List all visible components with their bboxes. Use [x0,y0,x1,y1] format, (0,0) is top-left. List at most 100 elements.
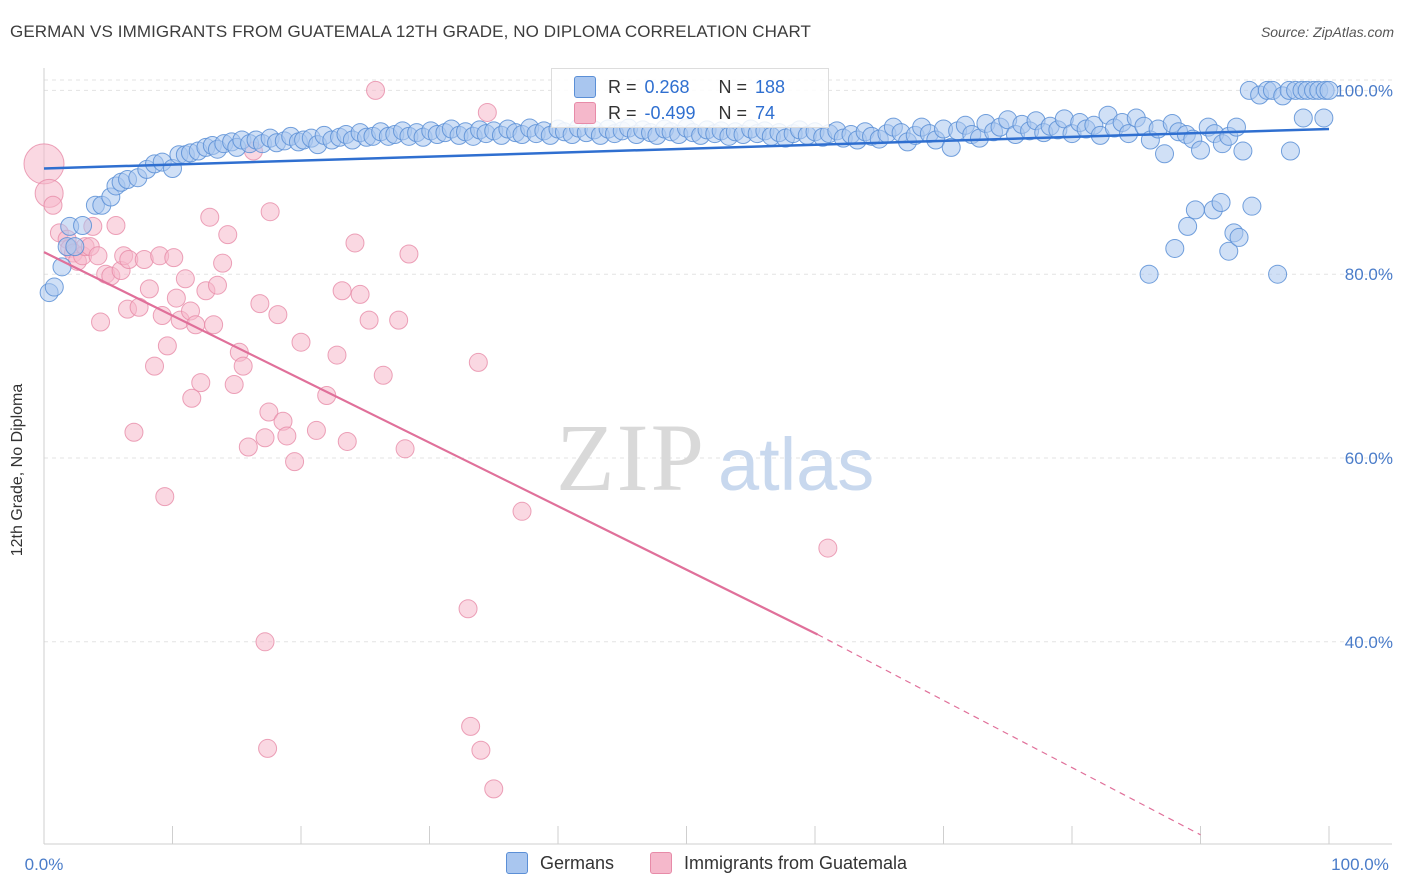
legend-r-value: -0.499 [644,102,696,123]
guatemala-point [155,487,175,507]
guatemala-point [484,779,504,799]
german-point [1319,80,1339,100]
legend-swatch-guatemala [574,102,596,124]
german-point [1165,238,1185,258]
guatemala-point [332,281,352,301]
guatemala-point [366,80,386,100]
guatemala-point [182,388,202,408]
legend-swatch-germans [574,76,596,98]
guatemala-point [468,352,488,372]
guatemala-point [306,420,326,440]
guatemala-point [458,599,478,619]
guatemala-point [204,315,224,335]
guatemala-point [259,402,279,422]
guatemala-point [218,225,238,245]
guatemala-point [337,431,357,451]
german-point [1185,200,1205,220]
guatemala-trend-line [43,251,819,636]
legend-n-label: N = [718,76,748,97]
german-point [1293,108,1313,128]
germans-points [39,80,1339,303]
guatemala-point [471,740,491,760]
chart-title: GERMAN VS IMMIGRANTS FROM GUATEMALA 12TH… [10,22,812,41]
tick-labels: 40.0% 60.0% 80.0% 100.0% 0.0% 100.0% [25,81,1393,874]
guatemala-point [106,215,126,235]
guatemala-point [164,248,184,268]
german-point [1119,124,1139,144]
y-tick-label: 60.0% [1345,449,1393,468]
guatemala-point [350,284,370,304]
guatemala-point [152,306,172,326]
guatemala-point [145,356,165,376]
guatemala-point [291,332,311,352]
guatemala-point [191,373,211,393]
legend-n-value: 188 [755,76,786,97]
guatemala-point [250,294,270,314]
guatemala-point [23,143,65,185]
german-point [1211,193,1231,213]
guatemala-point [213,253,233,273]
german-point [1178,216,1198,236]
guatemala-point [200,207,220,227]
guatemala-point [512,501,532,521]
guatemala-point [389,310,409,330]
watermark-atlas: atlas [718,423,874,506]
guatemala-point [255,632,275,652]
y-axis-label: 12th Grade, No Diploma [9,383,26,557]
guatemala-point [124,422,144,442]
guatemala-point [157,336,177,356]
guatemala-point [327,345,347,365]
german-point [1280,141,1300,161]
legend-n-value: 74 [755,102,776,123]
legend-r-label: R = [608,102,637,123]
guatemala-point [238,437,258,457]
y-tick-label: 40.0% [1345,633,1393,652]
german-point [1155,144,1175,164]
y-tick-label: 100.0% [1335,81,1393,100]
series-swatch-germans [506,852,528,874]
guatemala-point [345,233,365,253]
legend-r-value: 0.268 [644,76,690,97]
guatemala-point [373,365,393,385]
german-point [65,237,85,257]
guatemala-point [359,310,379,330]
german-point [1233,141,1253,161]
x-tick-label: 0.0% [25,855,64,874]
guatemala-point [258,738,278,758]
legend-row-germans: R = 0.268 N = 188 [574,75,785,99]
guatemala-point [260,202,280,222]
german-point [1219,241,1239,261]
guatemala-point [91,312,111,332]
guatemala-points [23,80,838,799]
series-legend: Germans Immigrants from Guatemala [0,852,1406,878]
german-point [1191,140,1210,160]
guatemala-point [255,428,275,448]
german-point [1242,196,1262,216]
guatemala-point [233,356,253,376]
guatemala-point [461,716,481,736]
y-tick-label: 80.0% [1345,265,1393,284]
guatemala-point [818,538,838,558]
guatemala-trend-extension [817,633,1201,836]
german-point [1139,264,1159,284]
guatemala-point [139,279,159,299]
legend-r-label: R = [608,76,637,97]
guatemala-point [43,195,63,215]
german-point [44,277,64,297]
series-legend-guatemala: Immigrants from Guatemala [650,852,907,874]
germans-trend-line [43,127,1330,170]
guatemala-point [477,102,497,122]
german-point [1268,264,1288,284]
series-label-germans: Germans [540,852,615,873]
watermark: ZIP atlas [556,404,874,511]
stats-legend: R = 0.268 N = 188 R = -0.499 N = 74 [551,68,829,128]
guatemala-point [395,439,415,459]
x-tick-label: 100.0% [1331,855,1389,874]
german-point [73,215,93,235]
trend-lines [43,127,1330,836]
guatemala-point [166,288,186,308]
guatemala-point [175,269,195,289]
guatemala-point [88,246,108,266]
german-point [1314,108,1334,128]
